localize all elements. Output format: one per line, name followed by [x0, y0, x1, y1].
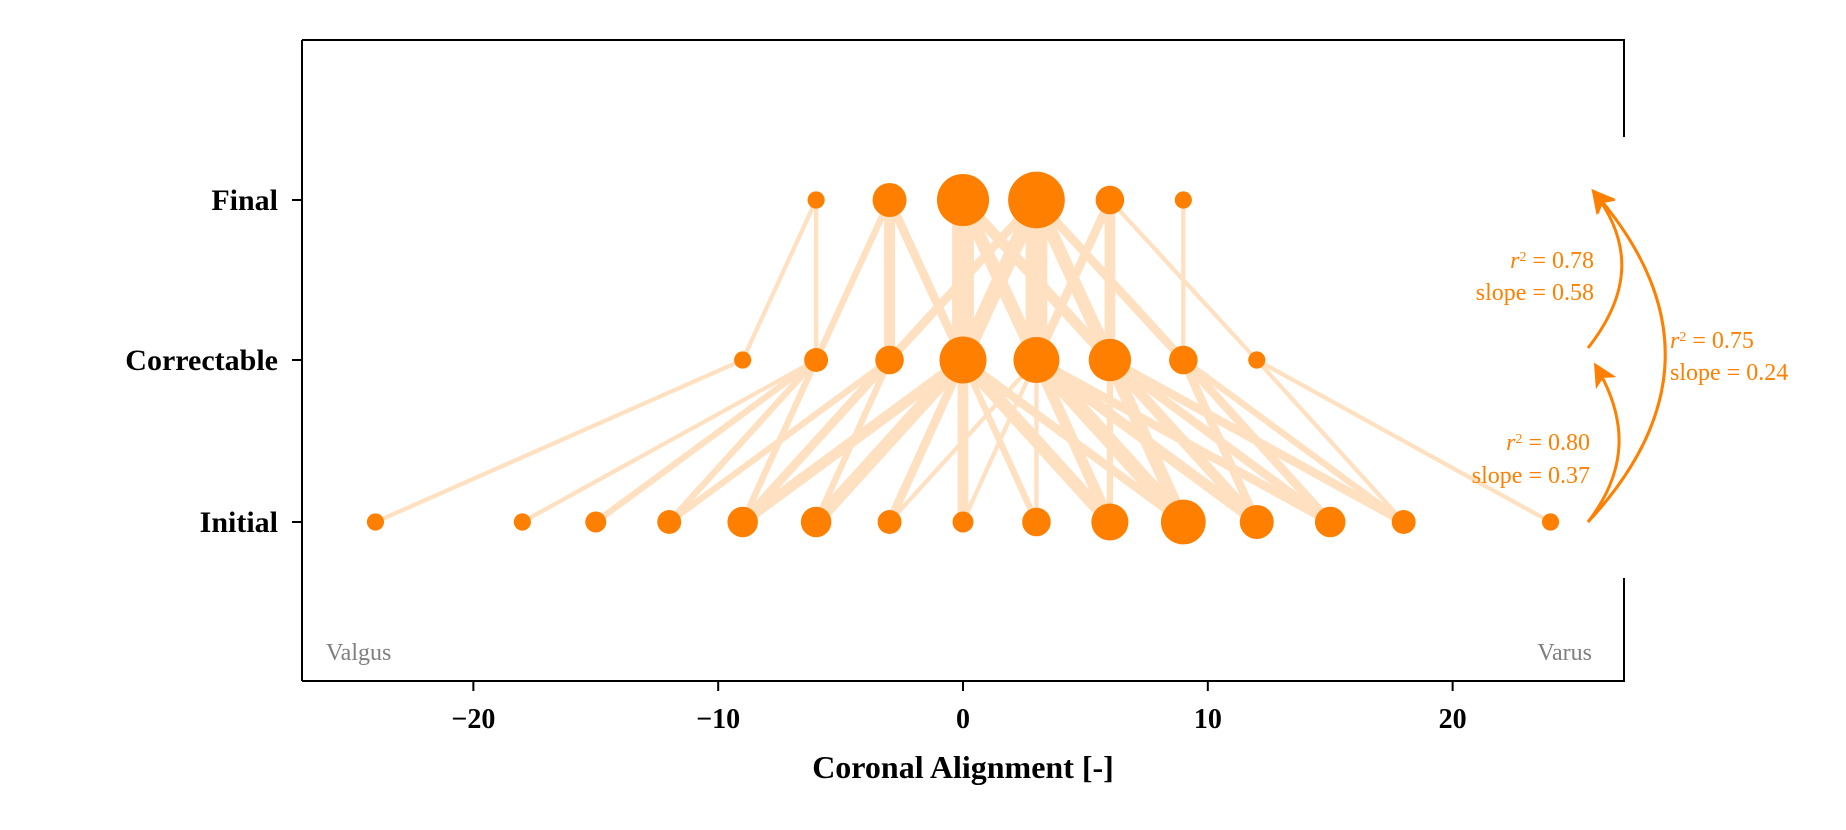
- correctable-final-link-16: [1108, 198, 1259, 362]
- initial-node-7: [952, 511, 974, 533]
- svg-text:r2 = 0.75: r2 = 0.75: [1670, 328, 1754, 354]
- initial-correctable-link-10: [885, 358, 967, 524]
- initial-node-6: [877, 510, 902, 534]
- initial-correctable-link-6: [739, 357, 893, 525]
- valgus-label: Valgus: [326, 640, 391, 666]
- initial-node-0: [366, 513, 385, 531]
- final-node-5: [1174, 191, 1192, 209]
- final-node-4: [1095, 185, 1125, 215]
- final-node-0: [807, 191, 825, 209]
- initial-correctable-link-28: [1107, 356, 1406, 526]
- svg-text:slope = 0.37: slope = 0.37: [1472, 463, 1590, 489]
- nodes-layer: [366, 171, 1560, 545]
- initial-correctable-link-1: [521, 358, 818, 524]
- svg-text:slope = 0.58: slope = 0.58: [1476, 280, 1594, 306]
- x-ticks: −20 −10 0 10 20: [451, 681, 1467, 735]
- initial-correctable-link-26: [1107, 356, 1333, 526]
- correctable-node-5: [1088, 338, 1132, 382]
- x-tick-label-3: 10: [1194, 704, 1222, 735]
- initial-node-12: [1314, 506, 1346, 538]
- initial-node-8: [1022, 507, 1051, 537]
- initial-correctable-link-0: [374, 358, 744, 524]
- correctable-node-7: [1248, 351, 1266, 369]
- row-labels: Initial Correctable Final: [125, 184, 302, 539]
- annotation-initial-correctable: r2 = 0.80 slope = 0.37: [1472, 430, 1590, 489]
- x-axis-title: Coronal Alignment [-]: [812, 749, 1114, 785]
- x-tick-label-2: 0: [956, 704, 970, 735]
- row-label-initial: Initial: [200, 506, 278, 539]
- initial-node-1: [513, 513, 531, 531]
- initial-node-9: [1091, 503, 1129, 541]
- initial-correctable-link-29: [1181, 357, 1406, 525]
- correctable-node-2: [875, 345, 904, 375]
- final-node-3: [1008, 171, 1065, 229]
- correctable-final-link-5: [885, 198, 967, 362]
- initial-node-2: [585, 511, 607, 533]
- x-tick-label-0: −20: [451, 704, 495, 735]
- varus-label: Varus: [1537, 640, 1592, 666]
- correctable-final-link-14: [1033, 197, 1187, 363]
- arrow-initial-final: [1586, 188, 1667, 524]
- initial-correctable-link-31: [1255, 358, 1552, 524]
- x-tick-label-4: 20: [1439, 704, 1467, 735]
- initial-correctable-link-3: [666, 357, 819, 525]
- initial-node-5: [800, 506, 832, 538]
- initial-correctable-link-14: [960, 358, 1040, 524]
- initial-correctable-link-30: [1255, 358, 1406, 524]
- correctable-node-1: [804, 348, 829, 372]
- row-label-correctable: Correctable: [125, 344, 278, 377]
- initial-node-4: [727, 506, 758, 538]
- arrow-initial-correctable: [1586, 362, 1621, 523]
- correctable-node-3: [939, 336, 987, 384]
- x-tick-label-1: −10: [696, 704, 740, 735]
- correctable-node-0: [734, 351, 752, 369]
- initial-node-11: [1239, 504, 1274, 540]
- initial-correctable-link-22: [1033, 355, 1260, 527]
- initial-correctable-link-5: [739, 358, 820, 524]
- correctable-node-4: [1013, 337, 1060, 383]
- svg-text:r2 = 0.78: r2 = 0.78: [1510, 248, 1594, 274]
- initial-correctable-link-9: [811, 355, 968, 527]
- final-node-2: [936, 173, 990, 227]
- initial-node-14: [1541, 513, 1560, 531]
- regression-annotations: r2 = 0.78 slope = 0.58 r2 = 0.80 slope =…: [1472, 188, 1788, 524]
- final-node-1: [872, 182, 907, 218]
- correctable-node-6: [1169, 345, 1198, 375]
- initial-node-10: [1160, 499, 1206, 545]
- correctable-final-link-8: [957, 197, 1043, 363]
- initial-correctable-link-16: [958, 355, 1115, 527]
- initial-correctable-link-8: [813, 358, 893, 524]
- initial-correctable-link-20: [1030, 354, 1189, 528]
- initial-node-3: [657, 510, 682, 534]
- annotation-correctable-final: r2 = 0.78 slope = 0.58: [1476, 248, 1594, 306]
- initial-correctable-link-19: [960, 356, 1186, 526]
- svg-text:r2 = 0.80: r2 = 0.80: [1506, 430, 1590, 456]
- row-label-final: Final: [211, 184, 278, 217]
- annotation-initial-final: r2 = 0.75 slope = 0.24: [1670, 328, 1788, 386]
- svg-text:slope = 0.24: slope = 0.24: [1670, 360, 1788, 386]
- initial-correctable-link-2: [593, 357, 819, 525]
- correctable-final-link-11: [959, 196, 1114, 364]
- correctable-final-link-12: [1030, 197, 1116, 363]
- initial-node-13: [1391, 510, 1416, 534]
- correctable-final-link-0: [740, 199, 819, 361]
- correctable-final-link-2: [813, 198, 893, 362]
- initial-correctable-link-25: [1034, 356, 1333, 526]
